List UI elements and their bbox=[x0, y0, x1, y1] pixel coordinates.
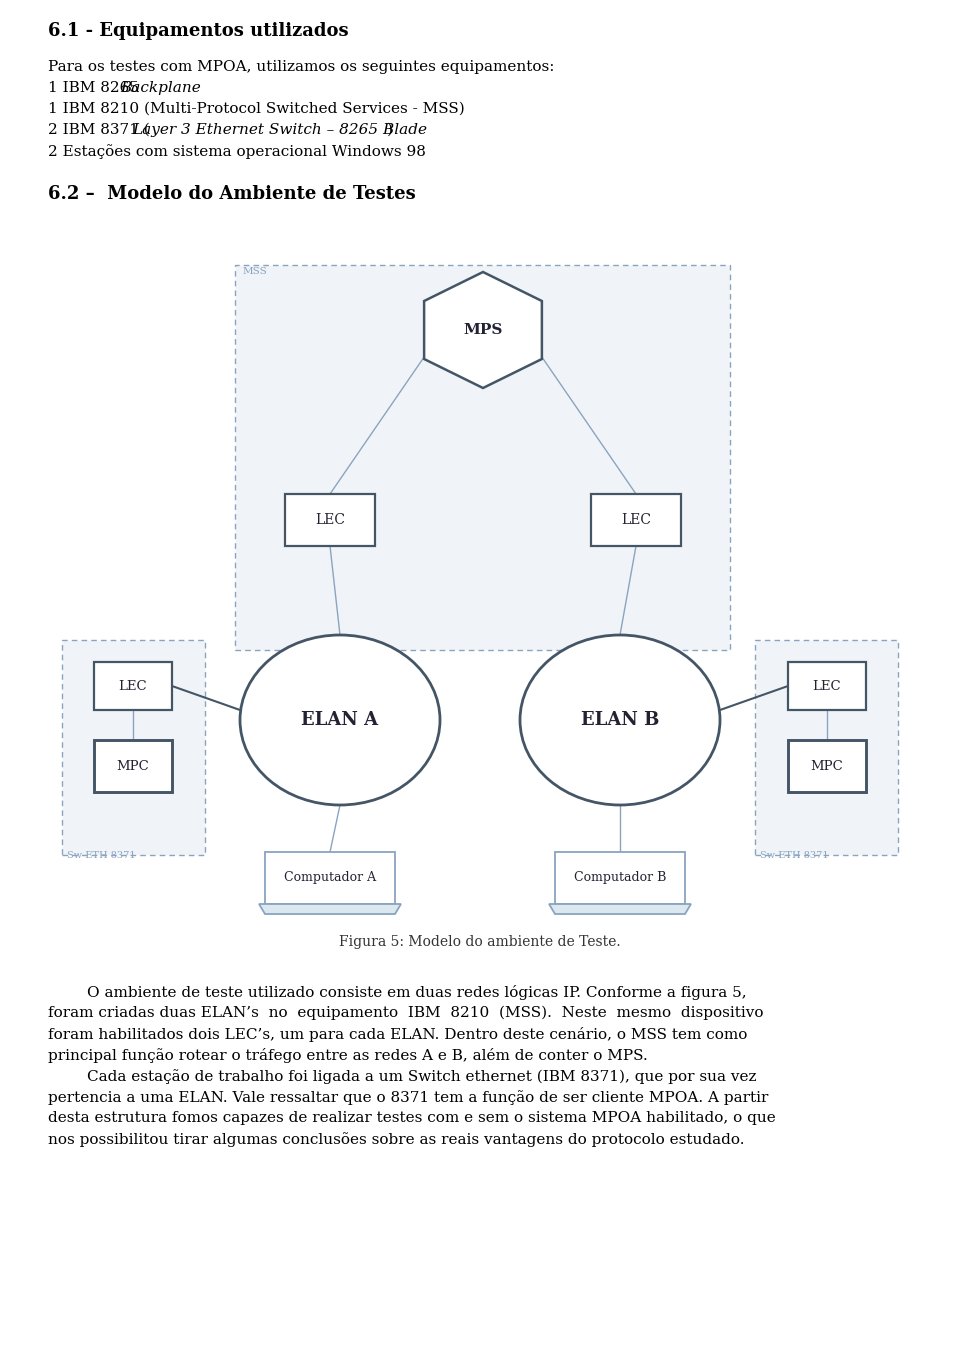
FancyBboxPatch shape bbox=[788, 740, 866, 792]
Text: 1 IBM 8210 (Multi-Protocol Switched Services - MSS): 1 IBM 8210 (Multi-Protocol Switched Serv… bbox=[48, 102, 465, 116]
Text: foram habilitados dois LEC’s, um para cada ELAN. Dentro deste cenário, o MSS tem: foram habilitados dois LEC’s, um para ca… bbox=[48, 1028, 748, 1042]
Text: MPC: MPC bbox=[116, 760, 150, 772]
FancyBboxPatch shape bbox=[94, 662, 172, 710]
Text: Computador A: Computador A bbox=[284, 872, 376, 885]
FancyBboxPatch shape bbox=[285, 494, 375, 546]
FancyBboxPatch shape bbox=[265, 851, 395, 904]
Text: MPC: MPC bbox=[810, 760, 844, 772]
FancyBboxPatch shape bbox=[94, 740, 172, 792]
Text: 6.1 - Equipamentos utilizados: 6.1 - Equipamentos utilizados bbox=[48, 22, 348, 40]
Ellipse shape bbox=[520, 635, 720, 806]
Text: Computador B: Computador B bbox=[574, 872, 666, 885]
Text: MPS: MPS bbox=[464, 323, 503, 338]
Text: LEC: LEC bbox=[621, 512, 651, 527]
Text: Sw ETH 8371: Sw ETH 8371 bbox=[67, 851, 135, 859]
FancyBboxPatch shape bbox=[62, 640, 205, 855]
Text: 6.2 –  Modelo do Ambiente de Testes: 6.2 – Modelo do Ambiente de Testes bbox=[48, 186, 416, 203]
Text: foram criadas duas ELAN’s  no  equipamento  IBM  8210  (MSS).  Neste  mesmo  dis: foram criadas duas ELAN’s no equipamento… bbox=[48, 1006, 763, 1021]
Text: Para os testes com MPOA, utilizamos os seguintes equipamentos:: Para os testes com MPOA, utilizamos os s… bbox=[48, 61, 555, 74]
Text: Figura 5: Modelo do ambiente de Teste.: Figura 5: Modelo do ambiente de Teste. bbox=[339, 935, 621, 950]
Text: Sw ETH 8371: Sw ETH 8371 bbox=[760, 851, 828, 859]
Text: pertencia a uma ELAN. Vale ressaltar que o 8371 tem a função de ser cliente MPOA: pertencia a uma ELAN. Vale ressaltar que… bbox=[48, 1089, 768, 1104]
Text: nos possibilitou tirar algumas conclusões sobre as reais vantagens do protocolo : nos possibilitou tirar algumas conclusõe… bbox=[48, 1132, 745, 1147]
Text: ELAN A: ELAN A bbox=[301, 712, 378, 729]
Text: principal função rotear o tráfego entre as redes A e B, além de conter o MPS.: principal função rotear o tráfego entre … bbox=[48, 1048, 648, 1063]
Text: LEC: LEC bbox=[315, 512, 345, 527]
Text: MSS: MSS bbox=[243, 268, 268, 276]
Text: Backplane: Backplane bbox=[120, 81, 201, 95]
Polygon shape bbox=[549, 904, 691, 915]
Text: ): ) bbox=[387, 122, 393, 137]
Text: Layer 3 Ethernet Switch – 8265 Blade: Layer 3 Ethernet Switch – 8265 Blade bbox=[132, 122, 427, 137]
FancyBboxPatch shape bbox=[235, 265, 730, 650]
Text: O ambiente de teste utilizado consiste em duas redes lógicas IP. Conforme a figu: O ambiente de teste utilizado consiste e… bbox=[48, 985, 747, 999]
Text: Cada estação de trabalho foi ligada a um Switch ethernet (IBM 8371), que por sua: Cada estação de trabalho foi ligada a um… bbox=[48, 1069, 756, 1084]
Polygon shape bbox=[259, 904, 401, 915]
FancyBboxPatch shape bbox=[555, 851, 685, 904]
Text: desta estrutura fomos capazes de realizar testes com e sem o sistema MPOA habili: desta estrutura fomos capazes de realiza… bbox=[48, 1111, 776, 1124]
FancyBboxPatch shape bbox=[755, 640, 898, 855]
FancyBboxPatch shape bbox=[591, 494, 681, 546]
Text: LEC: LEC bbox=[119, 679, 147, 693]
Text: 1 IBM 8265: 1 IBM 8265 bbox=[48, 81, 144, 95]
Ellipse shape bbox=[240, 635, 440, 806]
Text: 2 Estações com sistema operacional Windows 98: 2 Estações com sistema operacional Windo… bbox=[48, 144, 426, 159]
Text: LEC: LEC bbox=[813, 679, 841, 693]
Polygon shape bbox=[424, 272, 541, 387]
FancyBboxPatch shape bbox=[788, 662, 866, 710]
Text: ELAN B: ELAN B bbox=[581, 712, 660, 729]
Text: 2 IBM 8371 (: 2 IBM 8371 ( bbox=[48, 122, 150, 137]
